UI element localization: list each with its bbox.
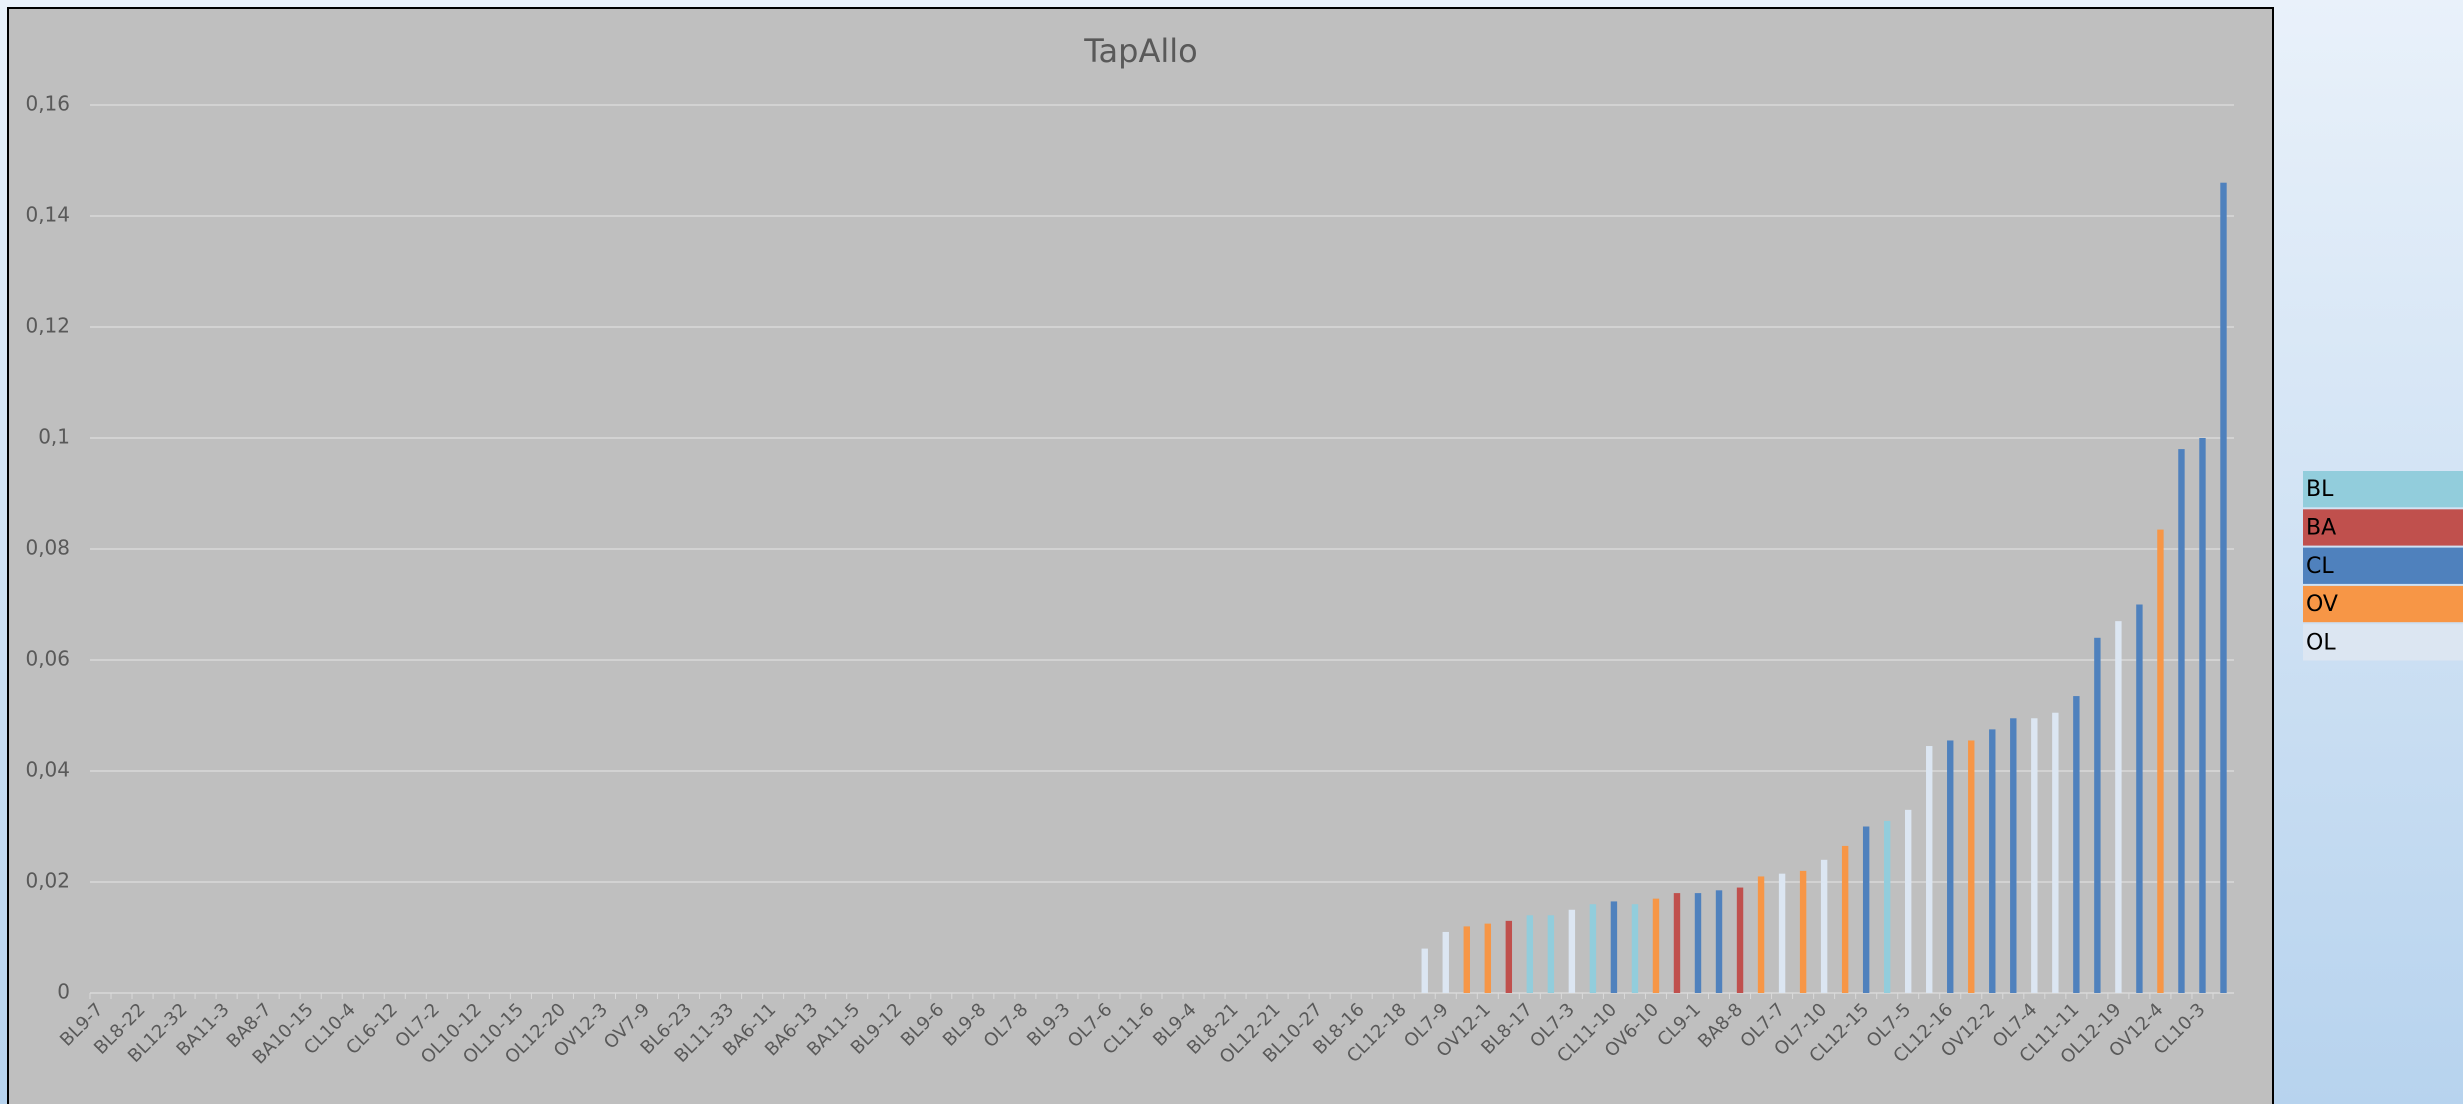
bar xyxy=(1778,873,1786,993)
y-tick-label: 0 xyxy=(57,980,70,1004)
legend-label: CL xyxy=(2306,554,2334,579)
bar xyxy=(2094,637,2101,993)
bar xyxy=(2010,718,2017,993)
y-tick-label: 0,08 xyxy=(25,536,70,560)
bar xyxy=(1547,915,1555,993)
bar xyxy=(2178,449,2185,994)
bar xyxy=(2115,621,2122,993)
bar xyxy=(1926,746,1933,993)
bar xyxy=(1862,826,1870,993)
y-tick-label: 0,16 xyxy=(25,92,70,116)
bar xyxy=(2052,712,2059,993)
bar xyxy=(2073,696,2080,993)
chart-title: TapAllo xyxy=(1083,32,1197,70)
bar xyxy=(1526,915,1534,993)
bar xyxy=(1715,890,1723,993)
bar xyxy=(1421,948,1428,993)
bar xyxy=(1947,740,1954,993)
y-tick-label: 0,12 xyxy=(25,314,70,338)
bar xyxy=(1505,920,1513,993)
legend-swatch xyxy=(2303,585,2463,623)
bar xyxy=(1484,923,1492,993)
bar xyxy=(2199,438,2206,993)
y-tick-label: 0,14 xyxy=(25,203,70,227)
bar xyxy=(1589,904,1597,993)
bar xyxy=(1673,893,1681,993)
bar xyxy=(1631,904,1639,993)
bar xyxy=(1883,820,1891,993)
legend-swatch xyxy=(2303,624,2463,661)
bar xyxy=(2220,182,2227,993)
bar xyxy=(1904,809,1912,993)
legend-label: OL xyxy=(2306,630,2336,655)
bar xyxy=(2157,529,2164,993)
bar xyxy=(1736,887,1744,993)
bar xyxy=(1442,931,1449,993)
legend-label: BA xyxy=(2306,515,2336,540)
legend-swatch xyxy=(2303,509,2463,546)
plot-background xyxy=(7,7,2274,1104)
y-tick-label: 0,1 xyxy=(38,425,70,449)
bar xyxy=(1989,729,1996,993)
bar xyxy=(1463,926,1470,993)
legend-swatch xyxy=(2303,471,2463,508)
bar xyxy=(1757,876,1765,993)
legend-swatch xyxy=(2303,547,2463,584)
bar xyxy=(1799,870,1807,993)
legend-label: BL xyxy=(2306,477,2334,502)
y-tick-label: 0,06 xyxy=(25,647,70,671)
bar xyxy=(2136,604,2143,993)
y-tick-label: 0,04 xyxy=(25,758,70,782)
bar xyxy=(1610,901,1618,993)
bar xyxy=(1652,898,1660,993)
legend-label: OV xyxy=(2306,592,2338,617)
bar xyxy=(1694,893,1702,993)
bar xyxy=(1841,845,1849,993)
bar xyxy=(1968,740,1975,993)
bar xyxy=(2031,718,2038,993)
bar xyxy=(1820,859,1828,993)
bar xyxy=(1568,909,1576,993)
y-tick-label: 0,02 xyxy=(25,869,70,893)
